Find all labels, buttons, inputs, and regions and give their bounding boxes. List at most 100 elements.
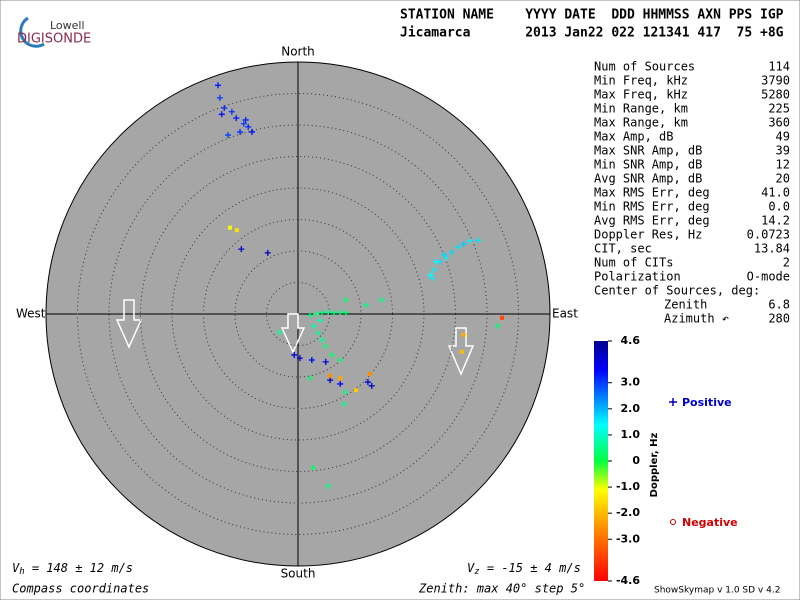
source-positive	[214, 82, 221, 89]
param-value: 39	[776, 144, 790, 158]
colorbar-tick-label: 2.0	[621, 402, 641, 415]
source-positive	[249, 128, 256, 135]
source-positive	[313, 311, 320, 317]
param-value: 6.8	[768, 298, 790, 312]
source-positive	[342, 309, 349, 316]
header-line: STATION NAME YYYY DATE DDD HHMMSS AXN PP…	[400, 8, 784, 23]
source-positive	[337, 309, 344, 316]
coords-note: Compass coordinates	[12, 582, 149, 596]
logo-top: Lowell	[50, 19, 85, 32]
param-label: Num of Sources	[594, 60, 695, 74]
center-title: Center of Sources, deg:	[594, 284, 760, 298]
colorbar-tick-label: -3.0	[616, 532, 640, 545]
colorbar-tick-label: 0	[632, 454, 640, 467]
version: ShowSkymap v 1.0 SD v 4.2	[654, 586, 780, 596]
source-positive	[322, 358, 329, 365]
source-positive	[237, 128, 244, 135]
param-label: Min SNR Amp, dB	[594, 158, 702, 172]
legend-label: Negative	[682, 516, 738, 529]
source-positive	[325, 309, 332, 316]
param-label: Azimuth ↶	[664, 312, 729, 326]
param-value: 225	[768, 102, 790, 116]
source-positive	[218, 111, 225, 118]
source-positive	[308, 356, 315, 363]
param-label: Min Freq, kHz	[594, 74, 688, 88]
source-positive	[329, 351, 336, 358]
source-positive	[494, 322, 501, 329]
logo-swoosh	[19, 16, 45, 48]
param-value: 14.2	[761, 214, 790, 228]
source-positive	[216, 94, 223, 101]
param-label: Max RMS Err, deg	[594, 186, 710, 200]
param-label: Max Freq, kHz	[594, 88, 688, 102]
zenith-ring	[108, 124, 488, 504]
source-positive	[364, 379, 371, 386]
logo-bottom: DIGISONDE	[17, 32, 91, 47]
param-value: 13.84	[754, 242, 790, 256]
legend-label: Positive	[682, 396, 732, 409]
source-positive	[240, 120, 247, 127]
param-value: 114	[768, 60, 790, 74]
zenith-ring	[140, 156, 456, 472]
colorbar-tick-label: 1.0	[621, 428, 641, 441]
source-positive	[245, 123, 252, 130]
param-value: 0.0	[768, 200, 790, 214]
source-negative	[328, 373, 333, 378]
source-positive	[455, 244, 462, 251]
source-positive	[441, 251, 448, 258]
source-positive	[342, 297, 349, 304]
source-positive	[306, 375, 313, 382]
param-label: Num of CITs	[594, 256, 673, 270]
param-value: 360	[768, 116, 790, 130]
source-negative	[500, 315, 505, 320]
param-label: Avg RMS Err, deg	[594, 214, 710, 228]
direction-label: East	[552, 307, 578, 321]
source-positive	[296, 355, 303, 362]
source-positive	[322, 343, 329, 350]
source-positive	[310, 464, 317, 471]
direction-label: West	[16, 307, 46, 321]
param-value: 49	[776, 130, 790, 144]
param-value: O-mode	[747, 270, 790, 284]
param-value: 0.0723	[747, 228, 790, 242]
direction-label: South	[281, 567, 316, 581]
source-positive	[448, 249, 455, 256]
param-label: Min RMS Err, deg	[594, 200, 710, 214]
colorbar-tick-label: 3.0	[621, 376, 641, 389]
source-positive	[340, 401, 347, 408]
source-positive	[276, 329, 283, 336]
param-label: Avg SNR Amp, dB	[594, 172, 702, 186]
zenith-ring	[77, 93, 519, 535]
colorbar-tick-label: -4.6	[616, 574, 640, 587]
zenith-ring	[234, 250, 362, 378]
colorbar-tick-label: 4.6	[621, 334, 641, 347]
header-line: Jicamarca 2013 Jan22 022 121341 417 75 +…	[400, 26, 784, 41]
drift-arrow	[447, 327, 475, 376]
colorbar-tick-label: -2.0	[616, 506, 640, 519]
colorbar-tick-label: -1.0	[616, 480, 640, 493]
legend-symbol	[669, 398, 677, 406]
source-positive	[291, 351, 298, 358]
source-negative	[459, 349, 464, 354]
source-positive	[264, 249, 271, 256]
source-positive	[460, 241, 467, 248]
param-label: Polarization	[594, 270, 681, 284]
source-positive	[238, 246, 245, 253]
param-label: Min Range, km	[594, 102, 688, 116]
source-positive	[337, 356, 344, 363]
source-positive	[475, 237, 482, 244]
plot	[45, 61, 551, 567]
source-positive	[315, 329, 322, 336]
colorbar-label: Doppler, Hz	[649, 433, 660, 498]
param-label: Max SNR Amp, dB	[594, 144, 702, 158]
colorbar	[594, 341, 608, 581]
source-positive	[310, 322, 317, 329]
source-positive	[443, 254, 450, 261]
param-label: Zenith	[664, 298, 707, 312]
param-value: 3790	[761, 74, 790, 88]
source-negative	[338, 376, 343, 381]
source-positive	[233, 115, 240, 122]
param-value: 280	[768, 312, 790, 326]
source-positive	[342, 389, 349, 396]
zenith-note: Zenith: max 40° step 5°	[418, 582, 585, 596]
